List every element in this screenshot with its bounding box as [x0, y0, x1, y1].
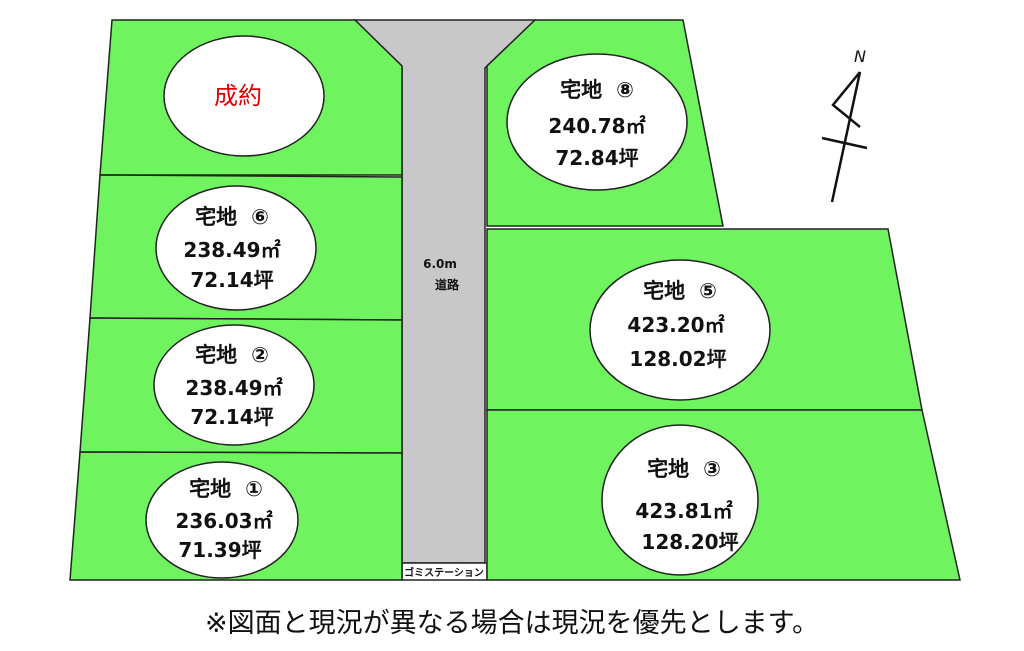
lot-5-oval — [589, 259, 771, 401]
lot-6-oval — [155, 185, 317, 311]
lot-3-oval — [601, 424, 759, 576]
lot-1-title: 宅地 ① — [189, 477, 263, 501]
lot-5-area-tsubo: 128.02坪 — [629, 347, 726, 371]
lot-6-area-m2: 238.49㎡ — [183, 238, 280, 262]
north-arrow-icon — [821, 71, 868, 203]
lot-2-area-m2: 238.49㎡ — [185, 376, 282, 400]
sold-oval — [163, 35, 325, 157]
garbage-station-label: ゴミステーション — [404, 566, 484, 579]
lot-8-area-tsubo: 72.84坪 — [555, 146, 638, 170]
lot-3-area-m2: 423.81㎡ — [635, 499, 732, 523]
lot-1-area-m2: 236.03㎡ — [175, 509, 272, 533]
road-label: 道路 — [435, 277, 460, 292]
lot-2-area-tsubo: 72.14坪 — [190, 405, 273, 429]
lot-1-oval — [145, 461, 299, 579]
lot-6-title: 宅地 ⑥ — [195, 205, 269, 229]
lot-3-area-tsubo: 128.20坪 — [641, 530, 738, 554]
lot-1-area-tsubo: 71.39坪 — [178, 538, 261, 562]
lot-2-oval — [153, 324, 315, 446]
lot-8-area-m2: 240.78㎡ — [548, 114, 645, 138]
lot-6-area-tsubo: 72.14坪 — [190, 268, 273, 292]
disclaimer-note: ※図面と現況が異なる場合は現況を優先とします。 — [205, 608, 819, 639]
lot-8-oval — [506, 53, 688, 191]
road-width: 6.0m — [423, 257, 457, 271]
lot-5-title: 宅地 ⑤ — [643, 279, 717, 303]
lot-5-area-m2: 423.20㎡ — [627, 313, 724, 337]
lot-3-title: 宅地 ③ — [647, 457, 721, 481]
north-label: N — [854, 47, 866, 66]
lot-2-title: 宅地 ② — [195, 343, 269, 367]
lot-8-title: 宅地 ⑧ — [560, 78, 634, 102]
sold-label: 成約 — [214, 82, 262, 110]
